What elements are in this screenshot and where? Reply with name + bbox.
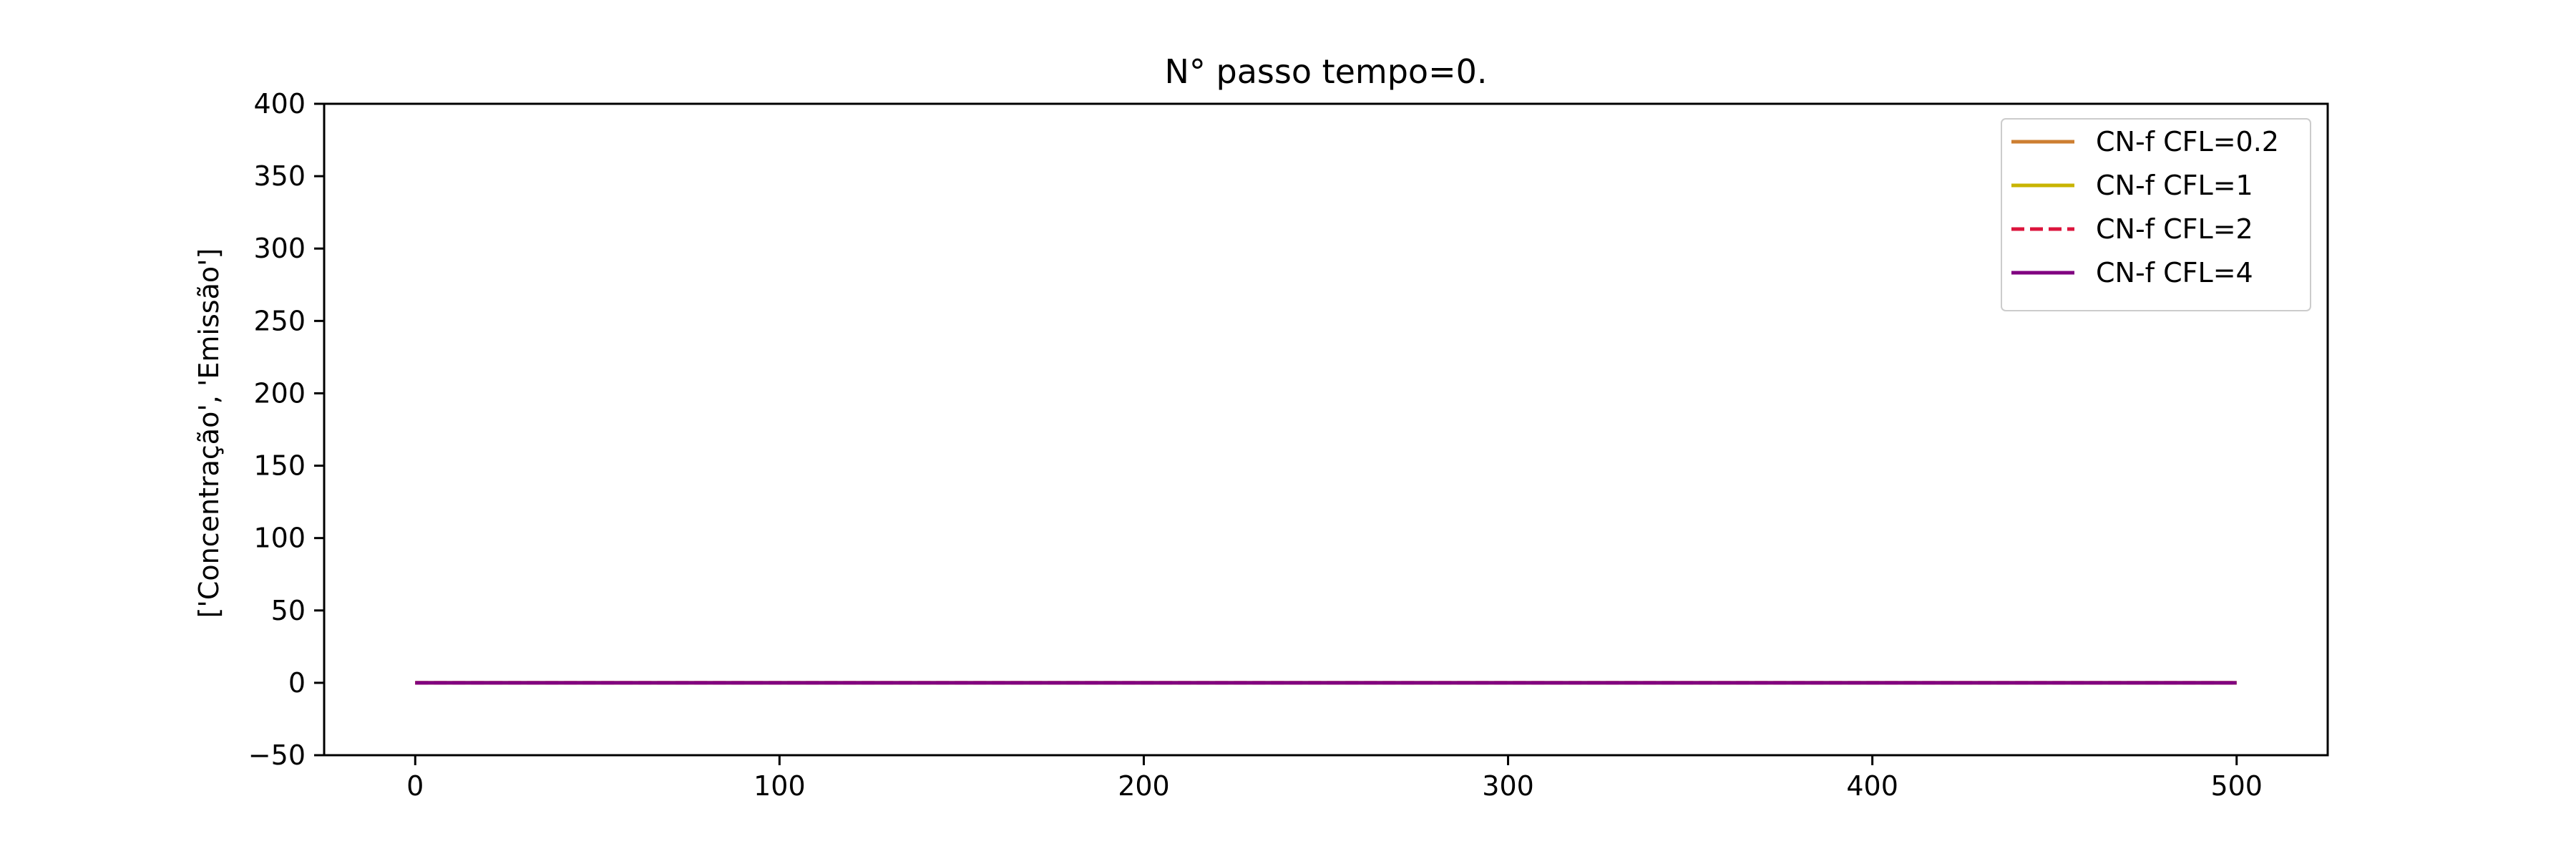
- chart-title: N° passo tempo=0.: [1164, 52, 1487, 91]
- x-tick-label: 400: [1846, 770, 1898, 802]
- x-tick-label: 0: [406, 770, 424, 802]
- legend-label: CN-f CFL=2: [2096, 213, 2253, 245]
- legend-label: CN-f CFL=1: [2096, 170, 2253, 201]
- y-axis-label: ['Concentração', 'Emissão']: [193, 248, 225, 618]
- x-tick-label: 200: [1118, 770, 1170, 802]
- y-tick-label: 300: [253, 233, 306, 264]
- plot-frame: [323, 102, 2329, 757]
- legend-label: CN-f CFL=4: [2096, 257, 2253, 288]
- x-tick-label: 100: [753, 770, 806, 802]
- y-tick-label: 0: [288, 667, 306, 699]
- y-tick-label: −50: [248, 739, 306, 771]
- x-tick-label: 300: [1482, 770, 1534, 802]
- legend-box: [2001, 118, 2311, 311]
- y-tick-label: 100: [253, 523, 306, 554]
- y-tick-label: 150: [253, 450, 306, 482]
- y-axis: −50 0 50 100 150 200 250 300 350 400: [248, 88, 324, 771]
- x-axis: 0 100 200 300 400 500: [406, 755, 2263, 802]
- x-tick-label: 500: [2210, 770, 2263, 802]
- y-tick-label: 200: [253, 377, 306, 409]
- y-tick-label: 50: [271, 595, 306, 626]
- legend-label: CN-f CFL=0.2: [2096, 126, 2279, 157]
- y-tick-label: 350: [253, 160, 306, 192]
- y-tick-label: 250: [253, 305, 306, 336]
- legend: CN-f CFL=0.2 CN-f CFL=1 CN-f CFL=2 CN-f CFL…: [2001, 118, 2311, 311]
- y-tick-label: 400: [253, 88, 306, 120]
